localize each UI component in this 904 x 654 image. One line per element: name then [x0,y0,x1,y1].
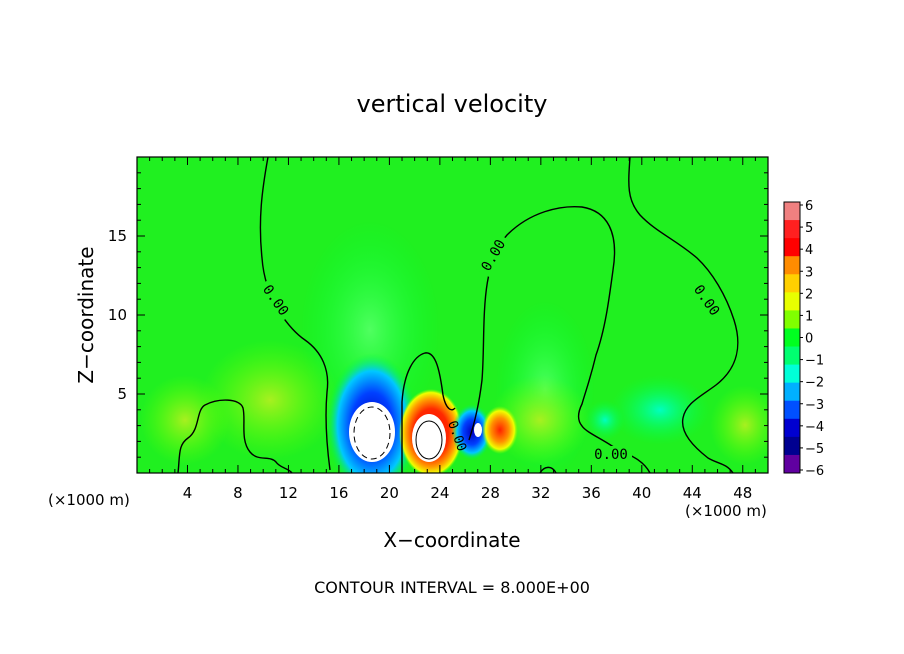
colorbar-swatch [784,292,800,311]
contour-lines [177,157,739,473]
axis-ticks [137,157,768,473]
colorbar-swatch [784,400,800,420]
colorbar-swatch [784,274,800,293]
field-warm-region [140,375,230,465]
contour-line [259,157,331,471]
colorbar-swatch [784,220,800,239]
x-tick-label: 24 [430,484,449,502]
x-tick-label: 20 [380,484,399,502]
colorbar-label: −2 [805,376,824,391]
x-tick-label: 4 [183,484,193,502]
x-tick-label: 40 [632,484,651,502]
contour-label: 0.00 [594,447,628,463]
x-tick-label: 36 [582,484,601,502]
y-axis-label: Z−coordinate [74,246,98,383]
contour-line [468,205,651,473]
colorbar-swatch [784,382,800,402]
small-downdraft-core [474,423,482,437]
contour-line [401,352,456,473]
field-warm-region [200,340,340,460]
colorbar-labels: 6 5 4 3 2 1 0 −1 −2 −3 −4 −5 −6 [805,199,824,479]
field-cool-region [585,400,625,440]
colorbar-frame [783,201,801,474]
colorbar-swatch [784,436,800,456]
x-tick-label: 32 [531,484,550,502]
colorbar-label: 1 [805,309,813,324]
colorbar-label: 2 [805,287,813,302]
colorbar-swatch [784,256,800,275]
chart-title: vertical velocity [357,90,548,118]
x-tick-label: 48 [733,484,752,502]
colorbar-label: −1 [805,354,824,369]
y-tick-labels: 5 10 15 [108,227,127,403]
colorbar-label: 5 [805,221,813,236]
colorbar-swatch [784,454,800,474]
colorbar-swatch [784,364,800,384]
y-tick-label: 5 [117,385,127,403]
colorbar-label: 4 [805,243,813,258]
colorbar-label: −6 [805,464,824,479]
contour-line [177,399,293,473]
x-unit-label-left: (×1000 m) [48,491,130,509]
contour-interval-note: CONTOUR INTERVAL = 8.000E+00 [314,578,590,597]
field-warm-region [710,385,768,465]
x-tick-label: 12 [279,484,298,502]
colorbar-label: 0 [805,332,813,347]
colorbar-swatch [784,328,800,348]
contour-inner [415,420,443,460]
colorbar-swatch [784,202,800,221]
y-tick-label: 15 [108,227,127,245]
small-updraft-cell [482,406,518,454]
x-tick-labels: 4 8 12 16 20 24 28 32 36 40 44 48 [183,484,753,502]
x-axis-label: X−coordinate [383,528,520,552]
x-unit-label-right: (×1000 m) [685,502,767,520]
x-tick-label: 44 [683,484,702,502]
colorbar-swatch [784,310,800,329]
colorbar [784,202,803,474]
contour-inner-dashed [353,406,391,460]
colorbar-label: 3 [805,265,813,280]
colorbar-label: −3 [805,398,824,413]
colorbar-label: 6 [805,199,813,214]
velocity-field [137,157,768,473]
x-tick-label: 28 [481,484,500,502]
downdraft-core [349,402,395,462]
contour-line [628,157,739,473]
x-tick-label: 16 [329,484,348,502]
x-tick-label: 8 [233,484,243,502]
colorbar-label: −4 [805,420,824,435]
field-cool-region [610,375,710,445]
colorbar-swatch [784,238,800,257]
y-tick-label: 10 [108,306,127,324]
colorbar-swatch [784,418,800,438]
colorbar-swatch [784,346,800,366]
colorbar-label: −5 [805,442,824,457]
